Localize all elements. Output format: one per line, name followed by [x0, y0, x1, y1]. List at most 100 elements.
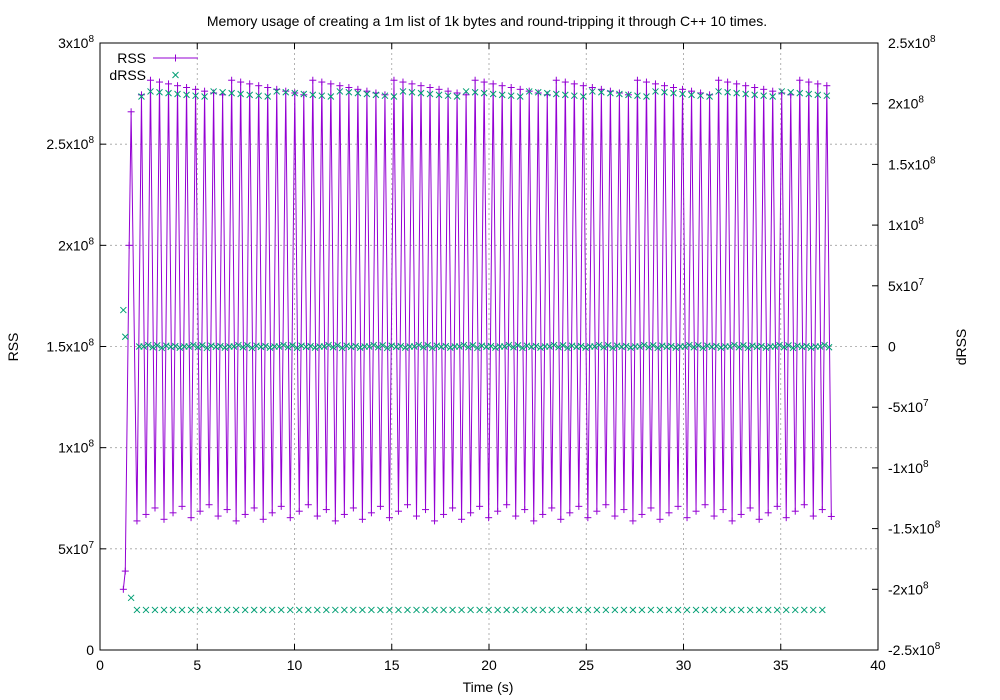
cross-b: [372, 91, 380, 99]
rss-point: [827, 512, 835, 520]
cross-b: [816, 343, 824, 350]
legend-marker-drss: [172, 71, 179, 79]
cross-b: [789, 344, 797, 352]
drss-point: [307, 342, 314, 350]
rss-point: [620, 506, 628, 514]
rss-point: [471, 76, 479, 84]
cross-b: [512, 606, 520, 614]
cross-b: [471, 88, 479, 96]
cross-b: [156, 88, 163, 96]
rss-point: [237, 78, 245, 86]
rss-point: [121, 567, 129, 575]
cross-b: [133, 606, 141, 614]
drss-point: [372, 91, 380, 99]
rss-point: [155, 78, 163, 86]
drss-point: [670, 89, 677, 97]
cross-b: [474, 344, 481, 352]
rss-point: [814, 80, 822, 88]
cross-b: [638, 606, 646, 614]
drss-point: [575, 606, 583, 614]
drss-point: [341, 606, 348, 614]
drss-point: [444, 92, 452, 100]
cross-b: [176, 344, 184, 351]
drss-point: [169, 606, 177, 614]
drss-point: [679, 90, 686, 98]
cross-b: [519, 344, 526, 352]
cross-b: [798, 343, 806, 351]
cross-b: [350, 606, 357, 614]
drss-point: [507, 92, 515, 100]
cross-b: [160, 606, 168, 614]
axis-layer: 0 5 10 15 20 25 30 35 40 0 5x107 1x108 1.5x108 2x108 2…: [46, 34, 940, 673]
drss-point: [724, 88, 731, 96]
rss-point: [232, 517, 240, 525]
cross-b: [800, 606, 808, 614]
cross-b: [419, 343, 427, 351]
drss-point: [816, 343, 824, 350]
cross-b: [219, 88, 226, 96]
drss-point: [331, 606, 339, 614]
drss-point: [661, 88, 668, 96]
drss-point: [467, 606, 474, 614]
rss-point: [282, 87, 290, 95]
drss-point: [780, 343, 788, 351]
cross-b: [244, 342, 251, 349]
cross-b: [821, 341, 828, 349]
rss-point: [683, 514, 691, 522]
drss-point: [322, 606, 330, 614]
cross-b: [649, 342, 657, 349]
drss-point: [674, 606, 682, 614]
y2-tick-label: 5x107: [888, 277, 924, 294]
cross-b: [647, 606, 655, 614]
cross-b: [787, 88, 795, 96]
cross-b: [598, 88, 605, 96]
cross-b: [561, 91, 569, 99]
drss-point: [764, 606, 772, 614]
drss-point: [818, 606, 826, 614]
drss-point: [821, 341, 828, 349]
cross-b: [712, 342, 720, 350]
drss-point: [609, 344, 616, 352]
drss-point: [521, 606, 529, 614]
drss-point: [338, 344, 346, 352]
rss-point: [778, 89, 786, 97]
drss-point: [505, 341, 513, 349]
rss-point: [566, 509, 574, 517]
rss-point: [670, 84, 678, 92]
x-tick-label: 10: [287, 657, 303, 673]
rss-point: [119, 585, 127, 593]
rss-point: [467, 509, 475, 517]
rss-point: [507, 84, 515, 92]
x-tick-label: 40: [870, 657, 886, 673]
drss-point: [293, 344, 301, 352]
y2-tick-label: 2.5x108: [888, 34, 936, 51]
rss-point: [782, 514, 790, 522]
rss-point: [512, 512, 520, 520]
rss-point: [746, 504, 754, 512]
drss-point: [546, 343, 553, 350]
rss-point: [277, 502, 285, 510]
x-tick-label: 0: [96, 657, 104, 673]
drss-point: [683, 606, 691, 614]
cross-b: [537, 344, 544, 351]
drss-point: [685, 341, 693, 349]
drss-point: [399, 88, 407, 95]
drss-point: [712, 342, 720, 350]
y2-tick-label: 1x108: [888, 216, 924, 233]
cross-b: [731, 341, 738, 349]
cross-b: [546, 343, 553, 350]
rss-point: [349, 504, 357, 512]
drss-point: [435, 91, 443, 99]
rss-point: [791, 507, 799, 515]
cross-b: [701, 606, 709, 614]
drss-point: [262, 342, 269, 350]
series-layer: [119, 76, 835, 614]
drss-point: [401, 344, 409, 351]
cross-b: [636, 343, 644, 350]
drss-point: [239, 343, 247, 351]
drss-point: [803, 342, 810, 350]
y2-tick-label: -2x108: [888, 580, 929, 597]
cross-b: [465, 343, 472, 351]
cross-b: [706, 93, 713, 100]
